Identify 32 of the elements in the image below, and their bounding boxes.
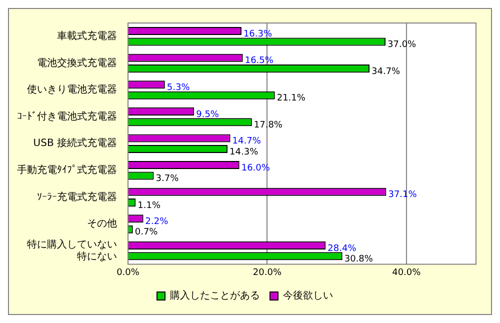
data-label: 30.8% <box>344 254 374 265</box>
legend-label: 購入したことがある <box>170 290 260 302</box>
legend-label: 今後欲しい <box>283 290 333 302</box>
data-label: 3.7% <box>156 174 180 184</box>
x-tick-label: 20.0% <box>252 268 282 278</box>
y-tick-label: USB 接続式充電器 <box>33 137 117 150</box>
data-label: 17.8% <box>254 120 283 131</box>
data-label: 1.1% <box>138 200 161 211</box>
data-label: 0.7% <box>134 228 158 238</box>
data-label: 37.0% <box>388 40 417 50</box>
data-label: 16.3% <box>243 29 272 40</box>
data-label: 34.7% <box>372 66 401 77</box>
y-tick-label: 電池交換式充電器 <box>37 56 117 69</box>
y-tick-label: ｿｰﾗｰ充電式充電器 <box>37 190 117 203</box>
data-label: 2.2% <box>145 216 169 227</box>
data-label: 16.5% <box>244 56 274 66</box>
y-tick-label: 使いきり電池充電器 <box>27 84 117 96</box>
x-tick-label: 0.0% <box>116 268 140 278</box>
data-label: 5.3% <box>166 82 190 93</box>
data-label: 21.1% <box>276 94 306 104</box>
data-label: 14.7% <box>232 136 262 147</box>
y-tick-label: 車載式充電器 <box>57 30 117 42</box>
data-label: 37.1% <box>388 190 418 200</box>
data-label: 14.3% <box>230 147 259 158</box>
y-tick-label: その他 <box>87 218 117 230</box>
data-label: 16.0% <box>241 163 270 174</box>
x-tick-label: 40.0% <box>392 268 422 278</box>
y-tick-label: 特に購入していない特にない <box>27 238 117 262</box>
data-label: 9.5% <box>196 110 220 120</box>
y-tick-label: ｺｰﾄﾞ付き電池式充電器 <box>17 110 117 122</box>
y-tick-label: 手動充電ﾀｲﾌﾟ式充電器 <box>17 164 117 176</box>
data-label: 28.4% <box>328 244 357 254</box>
